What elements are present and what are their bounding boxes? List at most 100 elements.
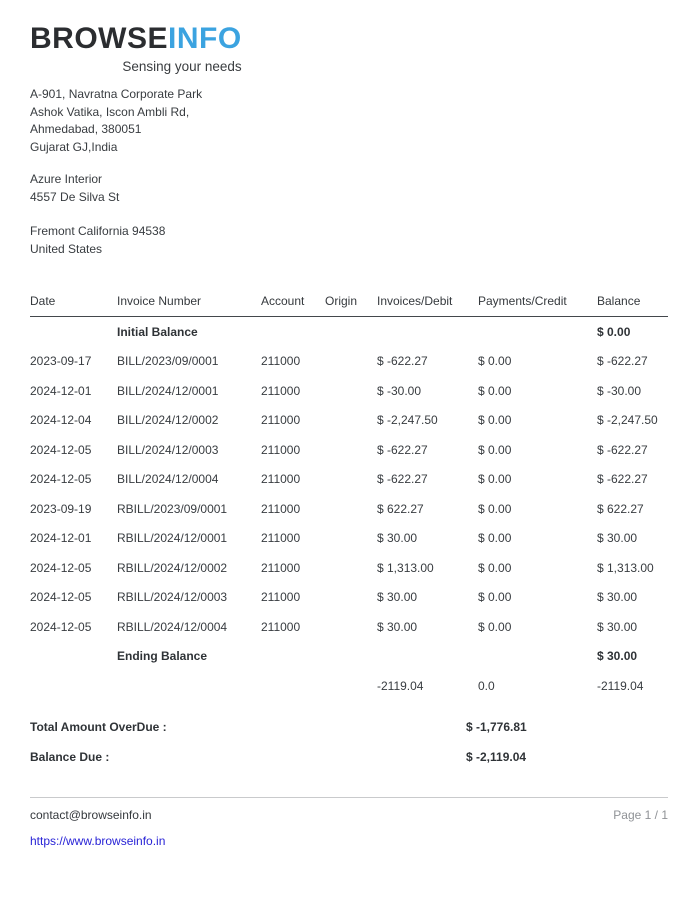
brand-wordmark: BROWSEINFO [30, 24, 242, 54]
initial-balance-value: $ 0.00 [597, 324, 631, 339]
brand-wordmark-blue: INFO [168, 22, 242, 55]
cell-invoice-number: RBILL/2024/12/0002 [117, 560, 228, 575]
cell-balance: $ -622.27 [597, 442, 648, 457]
table-row: 2023-09-17 BILL/2023/09/0001 211000 $ -6… [30, 347, 668, 377]
cell-debit: $ 30.00 [377, 619, 418, 634]
table-row: 2023-09-19 RBILL/2023/09/0001 211000 $ 6… [30, 494, 668, 524]
cell-date: 2024-12-05 [30, 619, 92, 634]
table-row: 2024-12-05 RBILL/2024/12/0003 211000 $ 3… [30, 583, 668, 613]
cell-date: 2023-09-17 [30, 354, 92, 369]
totals-debit: -2119.04 [377, 678, 424, 693]
column-header-account: Account [261, 294, 305, 308]
cell-debit: $ -2,247.50 [377, 413, 438, 428]
cell-debit: $ 30.00 [377, 590, 418, 605]
cell-balance: $ -2,247.50 [597, 413, 658, 428]
ending-balance-value: $ 30.00 [597, 649, 638, 664]
table-row: 2024-12-05 BILL/2024/12/0004 211000 $ -6… [30, 465, 668, 495]
cell-debit: $ 30.00 [377, 531, 418, 546]
column-header-balance: Balance [597, 294, 641, 308]
cell-account: 211000 [261, 472, 301, 487]
cell-account: 211000 [261, 501, 301, 516]
customer-street: 4557 De Silva St [30, 189, 120, 204]
table-row: 2024-12-01 RBILL/2024/12/0001 211000 $ 3… [30, 524, 668, 554]
website-link[interactable]: https://www.browseinfo.in [30, 834, 166, 848]
cell-balance: $ 30.00 [597, 531, 638, 546]
cell-balance: $ 30.00 [597, 619, 638, 634]
page-footer: contact@browseinfo.in Page 1 / 1 https:/… [30, 797, 668, 850]
cell-balance: $ 1,313.00 [597, 560, 654, 575]
initial-balance-label: Initial Balance [117, 324, 198, 339]
cell-debit: $ 622.27 [377, 501, 424, 516]
cell-debit: $ -30.00 [377, 383, 422, 398]
cell-balance: $ -30.00 [597, 383, 642, 398]
cell-invoice-number: BILL/2024/12/0004 [117, 472, 219, 487]
cell-debit: $ -622.27 [377, 354, 428, 369]
initial-balance-row: Initial Balance $ 0.00 [30, 317, 668, 347]
table-header-row: Date Invoice Number Account Origin Invoi… [30, 294, 668, 317]
cell-credit: $ 0.00 [478, 531, 512, 546]
company-address-line: Gujarat GJ,India [30, 139, 118, 154]
cell-account: 211000 [261, 619, 301, 634]
table-row: 2024-12-01 BILL/2024/12/0001 211000 $ -3… [30, 376, 668, 406]
cell-date: 2024-12-01 [30, 383, 92, 398]
cell-account: 211000 [261, 531, 301, 546]
cell-credit: $ 0.00 [478, 501, 512, 516]
cell-credit: $ 0.00 [478, 619, 512, 634]
company-address-line: A-901, Navratna Corporate Park [30, 87, 203, 101]
cell-account: 211000 [261, 590, 301, 605]
totals-row: -2119.04 0.0 -2119.04 [30, 671, 668, 701]
company-address-line: Ahmedabad, 380051 [30, 122, 142, 136]
cell-credit: $ 0.00 [478, 442, 512, 457]
cell-date: 2024-12-05 [30, 472, 92, 487]
cell-credit: $ 0.00 [478, 383, 512, 398]
cell-credit: $ 0.00 [478, 413, 512, 428]
company-address-line: Ashok Vatika, Iscon Ambli Rd, [30, 104, 190, 119]
column-header-origin: Origin [325, 294, 358, 308]
cell-invoice-number: RBILL/2024/12/0004 [117, 619, 228, 634]
ending-balance-row: Ending Balance $ 30.00 [30, 642, 668, 672]
column-header-invoice-number: Invoice Number [117, 294, 202, 308]
table-row: 2024-12-05 RBILL/2024/12/0004 211000 $ 3… [30, 612, 668, 642]
table-row: 2024-12-05 RBILL/2024/12/0002 211000 $ 1… [30, 553, 668, 583]
total-overdue-row: Total Amount OverDue : $ -1,776.81 [30, 713, 668, 743]
cell-balance: $ -622.27 [597, 354, 648, 369]
balance-due-row: Balance Due : $ -2,119.04 [30, 742, 668, 772]
cell-account: 211000 [261, 413, 301, 428]
column-header-payments-credit: Payments/Credit [478, 294, 567, 308]
totals-credit: 0.0 [478, 678, 495, 693]
cell-date: 2023-09-19 [30, 501, 92, 516]
customer-name: Azure Interior [30, 172, 103, 186]
cell-date: 2024-12-05 [30, 560, 92, 575]
ledger-table: Date Invoice Number Account Origin Invoi… [30, 294, 668, 701]
cell-credit: $ 0.00 [478, 472, 512, 487]
cell-date: 2024-12-04 [30, 413, 92, 428]
brand-wordmark-dark: BROWSE [30, 22, 168, 55]
brand-tagline: Sensing your needs [122, 59, 242, 74]
table-row: 2024-12-05 BILL/2024/12/0003 211000 $ -6… [30, 435, 668, 465]
company-logo: BROWSEINFO Sensing your needs [30, 24, 242, 75]
summary-section: Total Amount OverDue : $ -1,776.81 Balan… [30, 713, 668, 772]
cell-invoice-number: BILL/2024/12/0001 [117, 383, 219, 398]
cell-balance: $ -622.27 [597, 472, 648, 487]
cell-date: 2024-12-01 [30, 531, 92, 546]
cell-invoice-number: BILL/2023/09/0001 [117, 354, 219, 369]
cell-credit: $ 0.00 [478, 590, 512, 605]
cell-invoice-number: BILL/2024/12/0003 [117, 442, 219, 457]
cell-balance: $ 30.00 [597, 590, 638, 605]
cell-credit: $ 0.00 [478, 354, 512, 369]
balance-due-value: $ -2,119.04 [466, 749, 527, 764]
balance-due-label: Balance Due : [30, 749, 110, 764]
column-header-invoices-debit: Invoices/Debit [377, 294, 453, 308]
total-overdue-label: Total Amount OverDue : [30, 720, 167, 735]
table-row: 2024-12-04 BILL/2024/12/0002 211000 $ -2… [30, 406, 668, 436]
cell-debit: $ 1,313.00 [377, 560, 434, 575]
column-header-date: Date [30, 294, 56, 308]
cell-date: 2024-12-05 [30, 442, 92, 457]
totals-balance: -2119.04 [597, 678, 644, 693]
cell-debit: $ -622.27 [377, 472, 428, 487]
customer-city: Fremont California 94538 [30, 224, 166, 238]
cell-invoice-number: RBILL/2024/12/0001 [117, 531, 228, 546]
company-address: A-901, Navratna Corporate Park Ashok Vat… [30, 86, 668, 156]
footer-row: contact@browseinfo.in Page 1 / 1 [30, 798, 668, 822]
cell-account: 211000 [261, 442, 301, 457]
